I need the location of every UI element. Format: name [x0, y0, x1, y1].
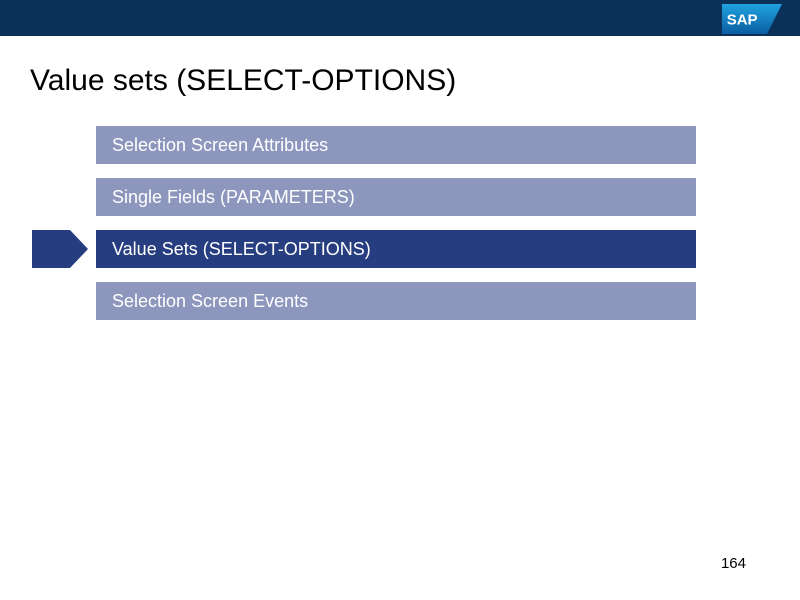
header-bar: SAP — [0, 0, 800, 36]
page-number: 164 — [721, 555, 746, 572]
sap-logo: SAP — [720, 4, 784, 34]
nav-item-value-sets[interactable]: Value Sets (SELECT-OPTIONS) — [96, 230, 696, 268]
nav-item-selection-events[interactable]: Selection Screen Events — [96, 282, 696, 320]
nav-list: Selection Screen Attributes Single Field… — [96, 126, 696, 320]
sap-logo-text: SAP — [727, 12, 758, 29]
nav-item-label: Single Fields (PARAMETERS) — [112, 187, 355, 207]
nav-item-label: Selection Screen Events — [112, 291, 308, 311]
nav-item-label: Selection Screen Attributes — [112, 135, 328, 155]
nav-item-selection-attributes[interactable]: Selection Screen Attributes — [96, 126, 696, 164]
nav-item-label: Value Sets (SELECT-OPTIONS) — [112, 239, 371, 259]
active-arrow-icon — [32, 230, 88, 268]
page-title: Value sets (SELECT-OPTIONS) — [30, 64, 800, 98]
nav-item-single-fields[interactable]: Single Fields (PARAMETERS) — [96, 178, 696, 216]
